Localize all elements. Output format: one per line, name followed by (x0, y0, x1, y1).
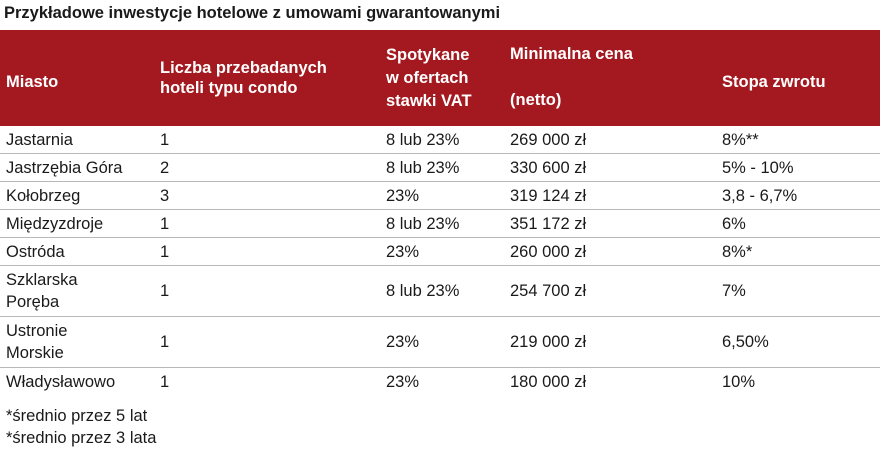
cell-rate: 6,50% (722, 333, 769, 351)
cell-vat: 8 lub 23% (386, 282, 460, 300)
cell-city: Ustronie Morskie (6, 322, 68, 362)
cell-hotels: 1 (160, 333, 170, 351)
cell-price: 254 700 zł (510, 282, 587, 300)
cell-vat: 23% (386, 243, 420, 261)
table-row: Kołobrzeg 3 23% 319 124 zł 3,8 - 6,7% (0, 182, 880, 210)
cell-vat: 8 lub 23% (386, 159, 460, 177)
cell-rate: 8%* (722, 243, 753, 261)
cell-rate: 10% (722, 373, 756, 391)
cell-vat: 8 lub 23% (386, 131, 460, 149)
cell-city: Ostróda (6, 243, 65, 261)
cell-hotels: 3 (160, 187, 170, 205)
cell-vat: 23% (386, 333, 420, 351)
footnote: *średnio przez 5 lat (6, 407, 148, 425)
cell-price: 269 000 zł (510, 131, 587, 149)
table-row: Ostróda 1 23% 260 000 zł 8%* (0, 238, 880, 266)
cell-hotels: 2 (160, 159, 170, 177)
cell-price: 330 600 zł (510, 159, 587, 177)
cell-vat: 23% (386, 187, 420, 205)
cell-price: 260 000 zł (510, 243, 587, 261)
table-row: Ustronie Morskie 1 23% 219 000 zł 6,50% (0, 317, 880, 368)
table-row: Władysławowo 1 23% 180 000 zł 10% (0, 368, 880, 395)
cell-city: Kołobrzeg (6, 187, 81, 205)
header-hotels: Liczba przebadanych hoteli typu condo (160, 59, 327, 97)
cell-city: Jastarnia (6, 131, 73, 149)
footnotes: *średnio przez 5 lat *średnio przez 3 la… (6, 405, 156, 449)
cell-city: Międzyzdroje (6, 215, 104, 233)
cell-hotels: 1 (160, 131, 170, 149)
cell-rate: 5% - 10% (722, 159, 794, 177)
cell-rate: 6% (722, 215, 746, 233)
cell-price: 351 172 zł (510, 215, 587, 233)
footnote: *średnio przez 3 lata (6, 429, 157, 447)
investments-table: Miasto Liczba przebadanych hoteli typu c… (0, 30, 880, 395)
cell-vat: 8 lub 23% (386, 215, 460, 233)
cell-hotels: 1 (160, 282, 170, 300)
cell-city: Szklarska Poręba (6, 271, 78, 311)
table-row: Jastarnia 1 8 lub 23% 269 000 zł 8%** (0, 126, 880, 154)
cell-city: Jastrzębia Góra (6, 159, 123, 177)
cell-hotels: 1 (160, 215, 170, 233)
cell-vat: 23% (386, 373, 420, 391)
cell-price: 319 124 zł (510, 187, 587, 205)
cell-price: 180 000 zł (510, 373, 587, 391)
cell-rate: 7% (722, 282, 746, 300)
table-row: Jastrzębia Góra 2 8 lub 23% 330 600 zł 5… (0, 154, 880, 182)
table-header: Miasto Liczba przebadanych hoteli typu c… (0, 30, 880, 126)
cell-hotels: 1 (160, 243, 170, 261)
table-row: Międzyzdroje 1 8 lub 23% 351 172 zł 6% (0, 210, 880, 238)
cell-rate: 8%** (722, 131, 759, 149)
table-title: Przykładowe inwestycje hotelowe z umowam… (4, 4, 501, 22)
header-price: Minimalna cena (netto) (510, 45, 633, 109)
cell-city: Władysławowo (6, 373, 116, 391)
cell-rate: 3,8 - 6,7% (722, 187, 798, 205)
cell-hotels: 1 (160, 373, 170, 391)
header-city: Miasto (6, 73, 59, 91)
cell-price: 219 000 zł (510, 333, 587, 351)
table-row: Szklarska Poręba 1 8 lub 23% 254 700 zł … (0, 266, 880, 317)
header-rate: Stopa zwrotu (722, 73, 826, 91)
header-vat: Spotykane w ofertach stawki VAT (386, 46, 472, 110)
